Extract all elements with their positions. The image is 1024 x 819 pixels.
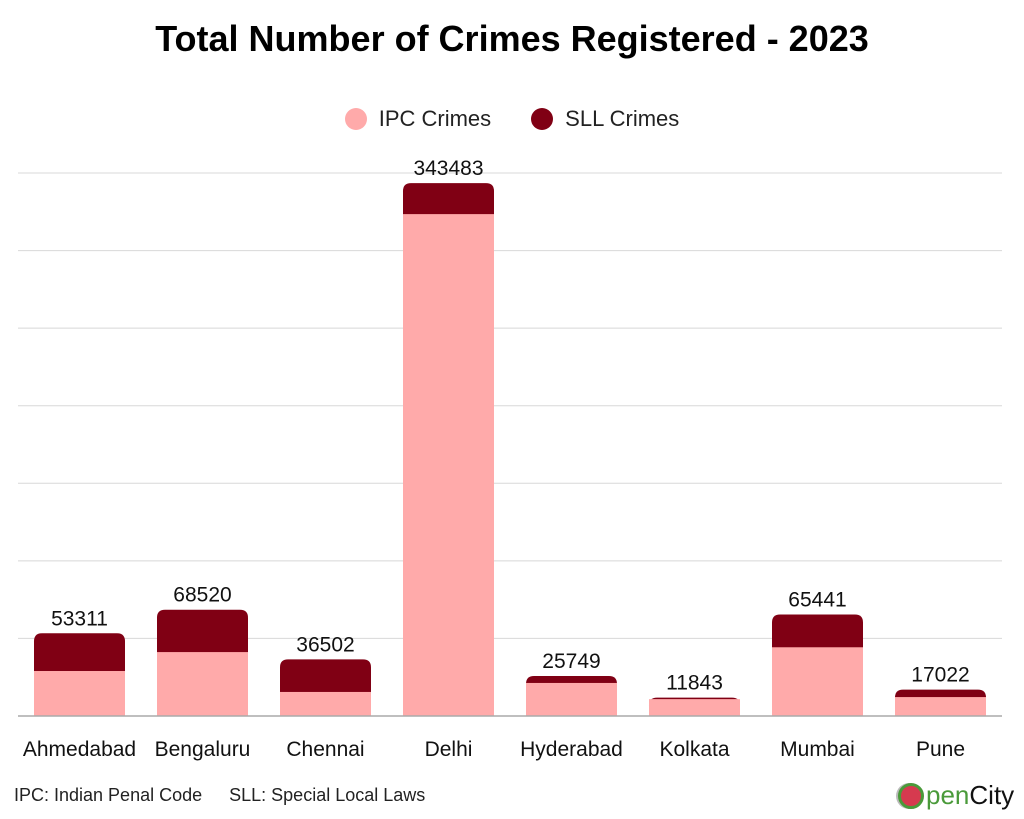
legend: IPC Crimes SLL Crimes — [0, 106, 1024, 132]
legend-item-ipc: IPC Crimes — [344, 106, 492, 132]
legend-swatch-sll — [531, 108, 554, 130]
opencity-logo: pen City — [898, 780, 1014, 811]
bar-ipc-mumbai — [772, 647, 863, 716]
x-tick-label: Kolkata — [659, 738, 729, 761]
bar-ipc-pune — [895, 697, 986, 716]
bar-ipc-hyderabad — [526, 682, 617, 716]
footnote-sll: SLL: Special Local Laws — [229, 785, 426, 805]
bar-ipc-kolkata — [649, 699, 740, 716]
data-label: 65441 — [788, 588, 846, 611]
x-tick-label: Delhi — [425, 738, 473, 761]
data-label: 17022 — [911, 664, 969, 687]
data-label: 25749 — [542, 650, 600, 673]
legend-label-sll: SLL Crimes — [565, 106, 680, 131]
chart-title: Total Number of Crimes Registered - 2023 — [155, 18, 869, 59]
bar-ipc-bengaluru — [157, 652, 248, 716]
logo-circle-icon — [898, 782, 924, 809]
data-label: 68520 — [173, 584, 231, 607]
x-tick-label: Pune — [916, 738, 965, 761]
data-label: 36502 — [296, 633, 354, 656]
x-tick-label: Bengaluru — [155, 738, 251, 761]
x-tick-label: Chennai — [286, 738, 364, 761]
bar-ipc-delhi — [403, 214, 494, 716]
data-label: 343483 — [413, 157, 483, 180]
footnote-ipc: IPC: Indian Penal Code — [14, 785, 203, 805]
data-label: 53311 — [51, 607, 108, 630]
legend-swatch-ipc — [344, 108, 367, 130]
footnotes: IPC: Indian Penal Code SLL: Special Loca… — [14, 785, 447, 806]
x-tick-label: Mumbai — [780, 738, 855, 761]
x-tick-label: Ahmedabad — [23, 738, 136, 761]
data-label: 11843 — [666, 672, 723, 695]
logo-open: pen — [926, 780, 970, 810]
bar-ipc-ahmedabad — [34, 671, 125, 716]
legend-item-sll: SLL Crimes — [531, 106, 679, 132]
legend-label-ipc: IPC Crimes — [378, 106, 492, 131]
bar-ipc-chennai — [280, 691, 371, 716]
x-tick-label: Hyderabad — [520, 738, 623, 761]
logo-city: City — [969, 780, 1015, 810]
